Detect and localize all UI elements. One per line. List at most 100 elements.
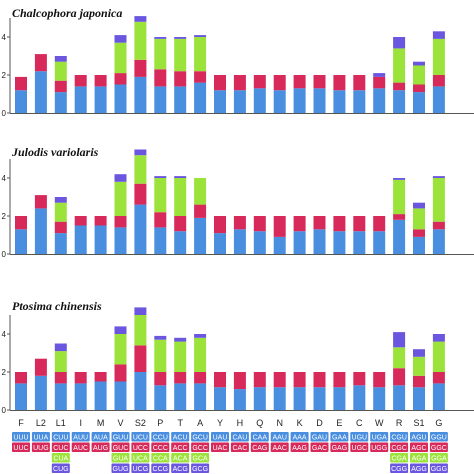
codon-label-aga: AGA [412, 456, 427, 463]
bar-s2-segment-1 [134, 76, 147, 113]
codon-label-cuu: CUU [53, 435, 68, 442]
codon-label-uac: UAC [213, 445, 228, 452]
bar-e-segment-2 [333, 372, 346, 388]
bar-l2-segment-2 [34, 195, 47, 209]
bar-l1-segment-3 [54, 351, 67, 372]
codon-label-agg: AGG [411, 466, 427, 473]
codon-label-guu: GUU [113, 435, 129, 442]
codon-box-agu [410, 432, 428, 442]
bar-n-segment-1 [273, 236, 286, 254]
bar-r-segment-4 [393, 178, 406, 180]
bar-a-segment-2 [194, 372, 207, 384]
bar-k-segment-2 [293, 372, 306, 388]
bar-s1-segment-1 [413, 92, 425, 113]
codon-box-aac [270, 442, 289, 452]
bar-t-segment-4 [174, 176, 187, 178]
bar-v-segment-4 [114, 174, 127, 182]
bar-a-segment-1 [194, 217, 207, 254]
bar-s2-segment-2 [134, 59, 147, 77]
codon-label-ggu: GGU [431, 435, 447, 442]
codon-label-uua: UUA [34, 435, 49, 442]
y-tick-label: 0 [2, 406, 7, 415]
bar-t-segment-4 [174, 337, 187, 342]
x-tick-label-i: I [79, 418, 82, 428]
bar-r-segment-4 [393, 37, 406, 49]
bar-p-segment-2 [154, 69, 167, 87]
bar-s1-segment-3 [413, 208, 425, 230]
bar-i-segment-1 [74, 383, 87, 410]
bar-m-segment-1 [94, 381, 107, 410]
bar-s2-segment-3 [134, 315, 147, 346]
codon-label-ugu: UGU [352, 435, 368, 442]
bar-a-segment-4 [194, 35, 207, 37]
bar-n-segment-1 [273, 90, 286, 113]
codon-box-aag [290, 442, 309, 452]
bar-d-segment-1 [313, 88, 326, 113]
bar-h-segment-1 [233, 389, 246, 410]
x-tick-label-w: W [375, 418, 384, 428]
codon-label-acu: ACU [173, 435, 188, 442]
codon-label-cug: CUG [53, 466, 69, 473]
bar-l1-segment-4 [54, 197, 67, 203]
codon-box-uua [31, 432, 50, 442]
bar-m-segment-2 [94, 75, 107, 87]
bar-t-segment-2 [174, 216, 187, 232]
bar-t-segment-1 [174, 383, 187, 410]
codon-box-aga [410, 453, 428, 463]
codon-label-ccu: CCU [153, 435, 168, 442]
codon-box-ucc [131, 442, 150, 452]
bar-g-segment-3 [432, 178, 445, 222]
bar-s2-segment-1 [134, 372, 147, 410]
bar-i-segment-2 [74, 75, 87, 87]
bar-l1-segment-2 [54, 372, 67, 384]
x-tick-label-g: G [435, 418, 442, 428]
x-tick-label-s1: S1 [413, 418, 424, 428]
codon-label-uug: UUG [33, 445, 49, 452]
bar-e-segment-1 [333, 231, 346, 254]
y-tick-label: 2 [2, 212, 7, 221]
bar-p-segment-1 [154, 385, 167, 410]
codon-box-cag [250, 442, 269, 452]
bar-v-segment-2 [114, 364, 127, 382]
codon-box-guu [111, 432, 130, 442]
bar-s1-segment-4 [413, 61, 425, 66]
y-tick-label: 4 [2, 174, 7, 183]
codon-box-gac [310, 442, 329, 452]
x-tick-label-d: D [316, 418, 323, 428]
panel-chalcophora-japonica: Chalcophora japonica 0 2 4 [2, 6, 474, 118]
codon-box-cug [51, 463, 70, 473]
codon-box-cca [151, 453, 170, 463]
bar-s2-segment-2 [134, 345, 147, 372]
codon-label-cau: CAU [233, 435, 248, 442]
codon-label-cga: CGA [392, 456, 408, 463]
codon-label-cgc: CGC [391, 445, 407, 452]
bar-t-segment-1 [174, 86, 187, 113]
bar-l1-segment-1 [54, 92, 67, 113]
bar-l1-segment-1 [54, 233, 67, 254]
bar-p-segment-4 [154, 335, 167, 340]
bar-s2-segment-1 [134, 204, 147, 254]
bar-g-segment-3 [432, 341, 445, 372]
x-tick-label-r: R [396, 418, 403, 428]
codon-box-uac [211, 442, 229, 452]
bar-i-segment-2 [74, 372, 87, 384]
bar-i-segment-1 [74, 86, 87, 113]
bar-s2-segment-3 [134, 21, 147, 60]
bar-q-segment-2 [253, 372, 266, 388]
codon-box-gcg [191, 463, 210, 473]
codon-label-cca: CCA [153, 456, 168, 463]
bar-d-segment-1 [313, 387, 326, 410]
codon-box-aau [270, 432, 289, 442]
codon-label-guc: GUC [113, 445, 129, 452]
codon-label-gca: GCA [193, 456, 209, 463]
bar-a-segment-2 [194, 71, 207, 83]
codon-box-ugg [370, 442, 389, 452]
codon-box-caa [250, 432, 269, 442]
bar-h-segment-2 [233, 75, 246, 91]
codon-label-acc: ACC [173, 445, 188, 452]
bar-p-segment-1 [154, 86, 167, 113]
bar-f-segment-2 [15, 372, 27, 384]
bar-s2-segment-4 [134, 307, 147, 315]
x-tick-label-k: K [297, 418, 303, 428]
codon-label-acg: ACG [173, 466, 188, 473]
